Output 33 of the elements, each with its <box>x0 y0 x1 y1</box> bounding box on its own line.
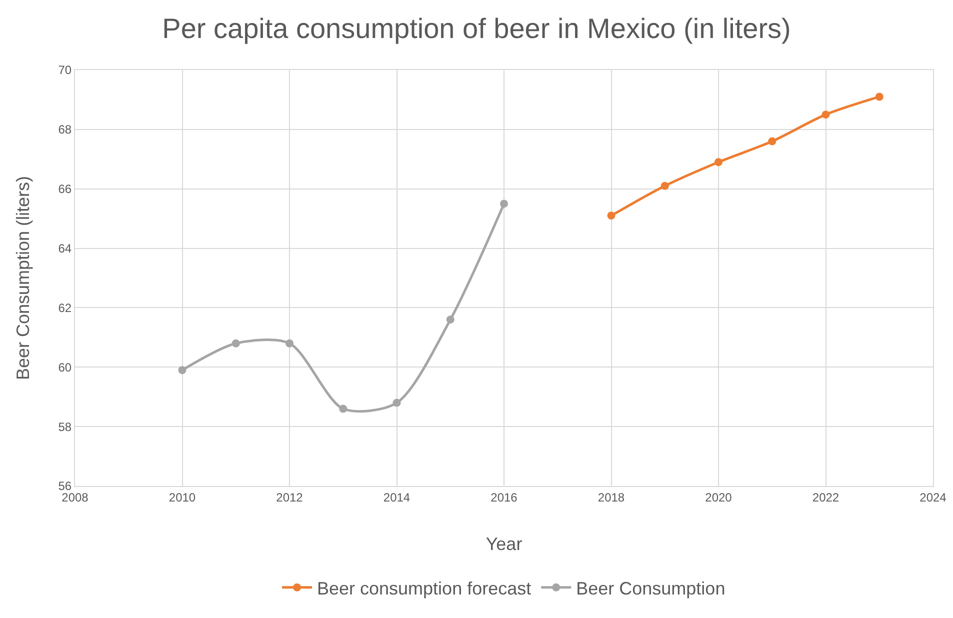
y-axis-title: Beer Consumption (liters) <box>13 176 33 380</box>
y-tick-label: 68 <box>58 122 72 137</box>
y-tick-label: 70 <box>58 63 72 78</box>
point <box>500 200 508 208</box>
x-tick-label: 2012 <box>276 490 304 504</box>
x-tick-label: 2018 <box>598 490 625 504</box>
y-tick-label: 58 <box>58 420 72 434</box>
point <box>392 398 401 407</box>
point <box>714 158 722 166</box>
point <box>822 110 830 119</box>
y-tick-label: 60 <box>58 360 72 374</box>
point <box>178 366 186 374</box>
legend-label: Beer consumption forecast <box>317 578 532 598</box>
x-axis-title: Year <box>486 534 522 554</box>
chart-title: Per capita consumption of beer in Mexico (in liters) <box>162 13 791 44</box>
x-tick-label: 2024 <box>920 490 947 504</box>
x-tick-label: 2014 <box>383 490 410 504</box>
x-tick-label: 2022 <box>812 490 840 504</box>
point <box>286 339 294 348</box>
legend-label: Beer Consumption <box>576 578 726 598</box>
y-tick-label: 66 <box>58 182 72 196</box>
x-tick-label: 2020 <box>705 490 732 504</box>
point <box>339 404 348 413</box>
point <box>660 182 669 190</box>
point <box>607 212 616 220</box>
x-tick-label: 2016 <box>490 490 518 504</box>
point <box>875 92 884 101</box>
y-tick-label: 64 <box>58 241 72 256</box>
x-tick-label: 2010 <box>168 490 196 504</box>
point <box>232 339 240 348</box>
point <box>768 137 776 146</box>
y-tick-label: 62 <box>58 300 72 315</box>
point <box>446 316 454 324</box>
